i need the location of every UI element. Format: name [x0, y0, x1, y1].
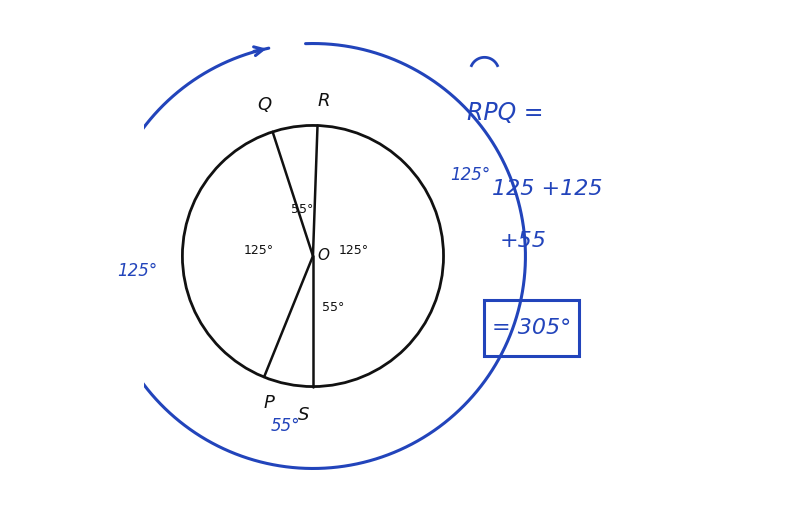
Text: 125°: 125° [117, 262, 157, 281]
Text: 125 +125: 125 +125 [492, 179, 602, 200]
Text: RPQ =: RPQ = [466, 101, 543, 124]
Text: 125°: 125° [450, 166, 490, 184]
Text: 55°: 55° [271, 417, 301, 435]
Text: 125°: 125° [244, 244, 274, 258]
Text: P: P [263, 394, 274, 412]
Text: 55°: 55° [290, 203, 313, 217]
Text: 125°: 125° [339, 244, 369, 258]
Text: = 305°: = 305° [492, 317, 571, 338]
Text: Q: Q [257, 96, 271, 114]
Text: 55°: 55° [322, 301, 345, 314]
Text: O: O [317, 248, 329, 264]
FancyBboxPatch shape [485, 300, 579, 356]
Text: +55: +55 [500, 230, 546, 251]
Text: R: R [318, 92, 330, 110]
Text: S: S [298, 406, 310, 423]
